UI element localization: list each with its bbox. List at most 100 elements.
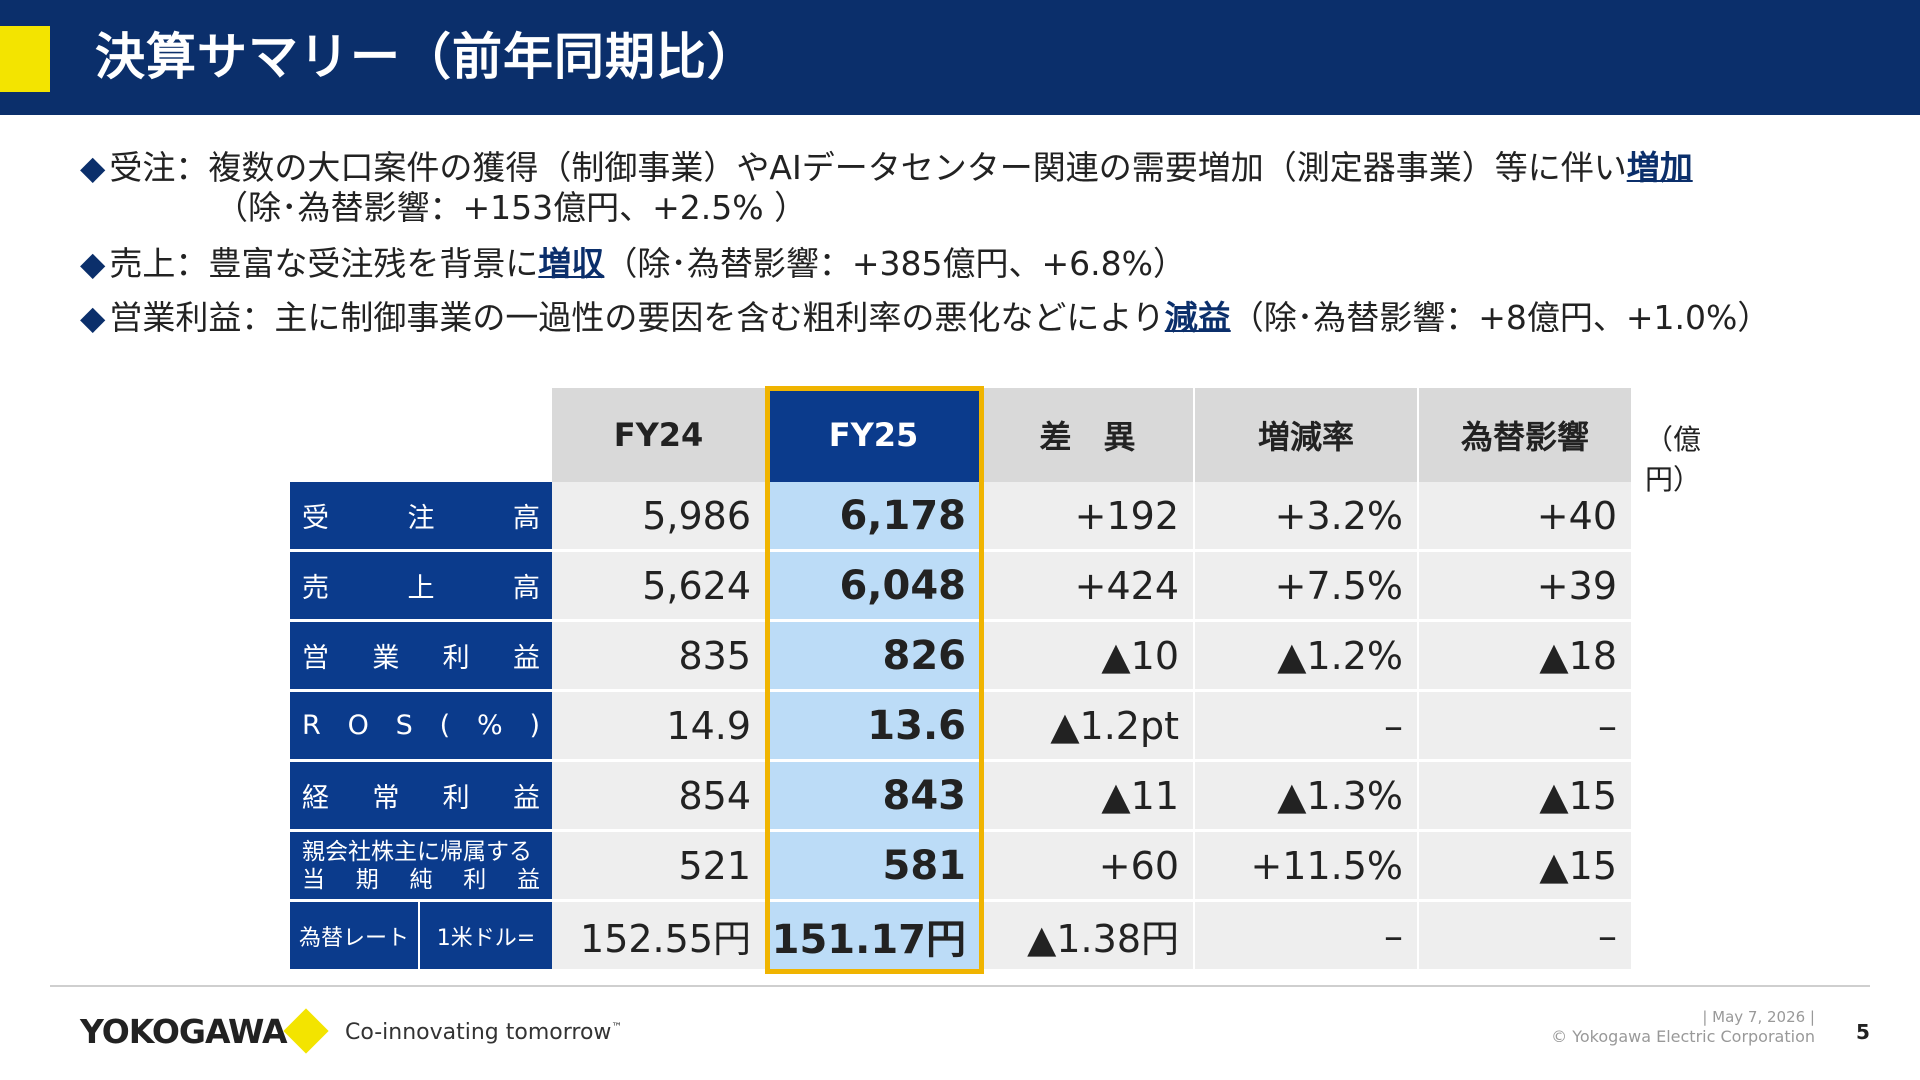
row-label-char: 利 <box>442 643 470 674</box>
cell-value: 5,986 <box>642 493 751 538</box>
table-cell: 521 <box>552 832 767 902</box>
cell-value: +60 <box>1098 843 1179 888</box>
bullet-sales: ◆ 売上：豊富な受注残を背景に増収（除･為替影響：+385億円、+6.8%） <box>80 244 1900 284</box>
column-header-2: 差 異 <box>982 388 1195 482</box>
cell-value: – <box>1598 913 1617 958</box>
table-cell: – <box>1419 902 1633 972</box>
cell-value: +192 <box>1074 493 1179 538</box>
date-text: | May 7, 2026 | <box>1702 1008 1815 1026</box>
row-label-5: 親会社株主に帰属する当 期 純 利 益 <box>290 832 552 902</box>
table-cell: ▲1.38円 <box>982 902 1195 972</box>
row-label-char: 高 <box>513 503 540 534</box>
table-cell: ▲1.2% <box>1195 622 1419 692</box>
row-label-char: 益 <box>512 643 540 674</box>
cell-value: +3.2% <box>1274 493 1403 538</box>
cell-value: +40 <box>1536 493 1617 538</box>
cell-value: ▲1.2pt <box>1050 703 1179 748</box>
unit-label: （億円） <box>1645 423 1702 496</box>
row-label-char: 利 <box>442 783 470 814</box>
header-accent-block <box>0 26 50 92</box>
row-label-char: 売 <box>302 573 329 604</box>
table-cell: +3.2% <box>1195 482 1419 552</box>
row-label-1: 売上高 <box>290 552 552 622</box>
table-cell: +11.5% <box>1195 832 1419 902</box>
table-cell: 826 <box>767 622 982 692</box>
bullet-subtext: （除･為替影響：+153億円、+2.5% ） <box>215 188 808 227</box>
column-header-1: FY25 <box>767 388 982 482</box>
cell-value: +11.5% <box>1250 843 1403 888</box>
row-label-char: 利 <box>463 866 487 893</box>
cell-value: 151.17円 <box>771 916 966 963</box>
column-header-4: 為替影響 <box>1419 388 1633 482</box>
table-cell: 581 <box>767 832 982 902</box>
column-header-text: 差 異 <box>1039 418 1136 456</box>
row-label-text: 売上高 <box>302 566 540 605</box>
cell-value: +7.5% <box>1274 563 1403 608</box>
table-cell: 152.55円 <box>552 902 767 972</box>
cell-value: 843 <box>882 772 967 819</box>
row-label-char: R <box>302 710 321 741</box>
row-label-char: 期 <box>355 866 379 893</box>
table-cell: +40 <box>1419 482 1633 552</box>
row-label-char: % <box>476 710 503 741</box>
row-label-0: 受注高 <box>290 482 552 552</box>
fx-rate-label-text: 為替レート <box>298 925 409 951</box>
summary-bullets: ◆ 受注：複数の大口案件の獲得（制御事業）やAIデータセンター関連の需要増加（測定… <box>80 148 1900 338</box>
column-header-text: FY25 <box>828 416 919 454</box>
cell-value: 13.6 <box>867 702 966 749</box>
table-cell: 151.17円 <box>767 902 982 972</box>
page-number: 5 <box>1856 1020 1870 1044</box>
cell-value: ▲1.38円 <box>1027 917 1179 961</box>
cell-value: 6,048 <box>839 562 966 609</box>
cell-value: 521 <box>678 843 751 888</box>
table-cell: ▲1.2pt <box>982 692 1195 762</box>
yokogawa-logo: YOKOGAWA <box>80 1012 288 1051</box>
row-label-char: 業 <box>372 643 400 674</box>
table-cell: ▲15 <box>1419 832 1633 902</box>
table-cell: ▲11 <box>982 762 1195 832</box>
cell-value: 152.55円 <box>580 917 751 961</box>
tagline: Co-innovating tomorrow™ <box>345 1020 622 1045</box>
column-header-3: 増減率 <box>1195 388 1419 482</box>
table-cell: +192 <box>982 482 1195 552</box>
footer-divider <box>50 985 1870 987</box>
row-label-line1: 親会社株主に帰属する <box>302 838 532 865</box>
table-cell: 6,048 <box>767 552 982 622</box>
cell-value: 14.9 <box>666 703 751 748</box>
cell-value: ▲15 <box>1539 843 1617 888</box>
cell-value: ▲11 <box>1101 773 1179 818</box>
row-label-text: 経常利益 <box>302 776 540 815</box>
cell-value: 5,624 <box>642 563 751 608</box>
cell-value: +39 <box>1536 563 1617 608</box>
table-cell: – <box>1195 692 1419 762</box>
table-cell: ▲15 <box>1419 762 1633 832</box>
bullet-operating-income: ◆ 営業利益：主に制御事業の一過性の要因を含む粗利率の悪化などにより減益（除･為替… <box>80 298 1900 338</box>
cell-value: – <box>1384 913 1403 958</box>
cell-value: ▲1.2% <box>1277 633 1403 678</box>
row-label-char: 上 <box>407 573 435 604</box>
table-cell: 13.6 <box>767 692 982 762</box>
row-label-char: S <box>395 710 413 741</box>
diamond-bullet-icon: ◆ <box>80 244 106 283</box>
bullet-text: 営業利益：主に制御事業の一過性の要因を含む粗利率の悪化などにより <box>109 298 1165 337</box>
table-cell: ▲10 <box>982 622 1195 692</box>
copyright-text: © Yokogawa Electric Corporation <box>1551 1027 1815 1046</box>
bullet-orders: ◆ 受注：複数の大口案件の獲得（制御事業）やAIデータセンター関連の需要増加（測定… <box>80 148 1900 228</box>
table-cell: 6,178 <box>767 482 982 552</box>
row-label-char: 純 <box>409 866 433 893</box>
column-header-text: 増減率 <box>1257 418 1354 456</box>
cell-value: ▲18 <box>1539 633 1617 678</box>
row-label-text: 受注高 <box>302 496 540 535</box>
cell-value: 835 <box>678 633 751 678</box>
table-cell: 5,986 <box>552 482 767 552</box>
diamond-bullet-icon: ◆ <box>80 148 106 187</box>
fx-rate-unit-label: 1米ドル= <box>420 902 552 972</box>
fx-rate-label: 為替レート <box>290 902 420 972</box>
table-cell: +39 <box>1419 552 1633 622</box>
table-cell: 835 <box>552 622 767 692</box>
row-label-2: 営業利益 <box>290 622 552 692</box>
cell-value: +424 <box>1074 563 1179 608</box>
table-cell: 5,624 <box>552 552 767 622</box>
diamond-bullet-icon: ◆ <box>80 298 106 337</box>
page-title: 決算サマリー（前年同期比） <box>95 28 758 86</box>
